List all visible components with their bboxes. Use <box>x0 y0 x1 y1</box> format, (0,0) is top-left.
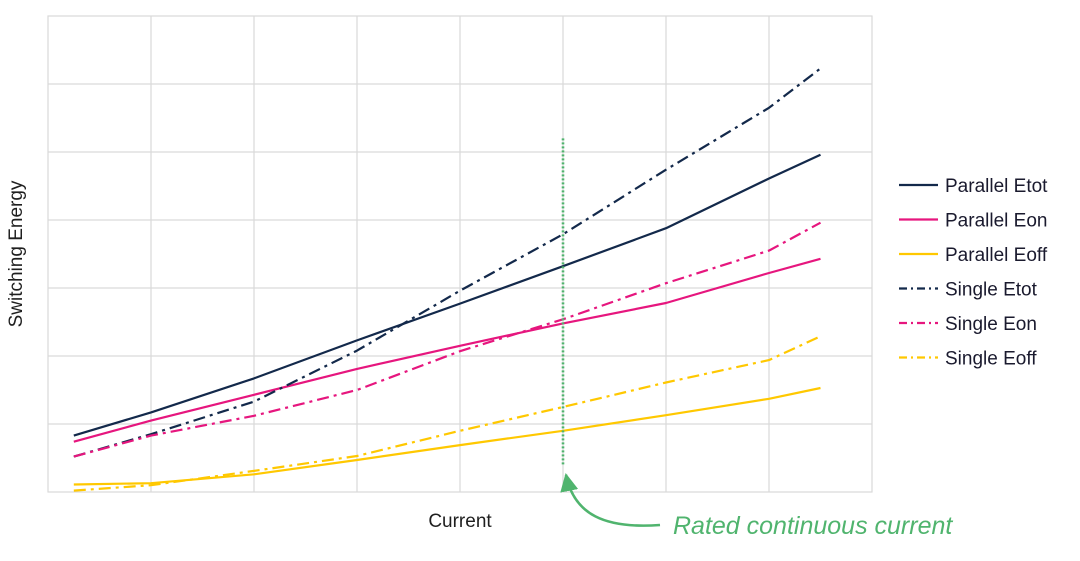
legend-item-parallel-eoff: Parallel Eoff <box>899 245 1048 266</box>
legend-label: Single Eon <box>945 314 1037 335</box>
series-line-single-eoff <box>73 335 821 492</box>
legend-item-single-eoff: Single Eoff <box>899 349 1037 370</box>
plot-area-border <box>47 15 873 493</box>
series-line-parallel-eoff <box>73 386 821 486</box>
series-line-single-eon <box>73 221 822 458</box>
legend-item-single-eon: Single Eon <box>899 314 1037 335</box>
rated-current-marker <box>560 138 661 527</box>
plot-grid <box>48 16 872 492</box>
legend-label: Parallel Etot <box>945 176 1048 197</box>
series-line-single-etot <box>73 67 822 458</box>
rated-current-arrow <box>560 473 661 527</box>
series-line-parallel-etot <box>73 153 821 437</box>
legend-item-parallel-etot: Parallel Etot <box>899 176 1048 197</box>
legend-item-parallel-eon: Parallel Eon <box>899 211 1047 232</box>
legend-label: Parallel Eon <box>945 211 1047 232</box>
x-axis-title: Current <box>428 511 492 532</box>
legend: Parallel Etot Parallel Eon Parallel Eoff Si… <box>899 176 1048 370</box>
y-axis-title: Switching Energy <box>6 180 27 327</box>
legend-label: Single Etot <box>945 280 1038 301</box>
rated-current-annotation: Rated continuous current <box>673 512 953 540</box>
series-line-parallel-eon <box>73 257 821 443</box>
legend-item-single-etot: Single Etot <box>899 280 1038 301</box>
legend-label: Parallel Eoff <box>945 245 1048 266</box>
series-layer <box>73 67 822 492</box>
legend-label: Single Eoff <box>945 349 1037 370</box>
